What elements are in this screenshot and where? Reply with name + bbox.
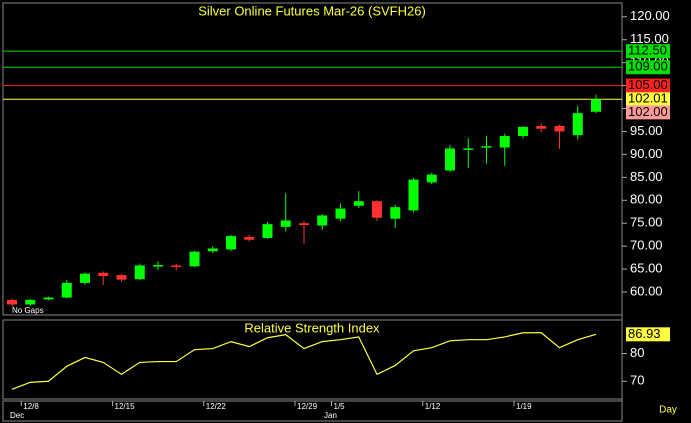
y-tick-label: 80	[630, 345, 644, 360]
x-tick-label: 12/22	[206, 402, 227, 411]
level-tag	[626, 44, 670, 59]
candle-body	[280, 220, 291, 227]
candle-body	[61, 282, 72, 298]
candle-body	[463, 148, 474, 150]
candle-body	[171, 265, 182, 267]
y-tick-label: 85.00	[630, 169, 663, 184]
candle-body	[335, 208, 346, 219]
level-label: 109.00	[628, 59, 668, 74]
candle-body	[153, 264, 163, 267]
x-tick-label: 12/8	[23, 402, 39, 411]
period: Day	[659, 405, 677, 416]
candle-body	[80, 273, 90, 283]
price-panel	[2, 2, 623, 316]
x-tick-label: 1/19	[516, 402, 532, 411]
y-tick-label: 75.00	[630, 215, 663, 230]
level-label: 105.00	[628, 77, 668, 92]
candle-body	[116, 275, 127, 280]
level-tag	[626, 92, 670, 107]
last-value-tag	[626, 327, 670, 342]
candle-body	[98, 272, 109, 276]
candle-body	[445, 148, 455, 171]
candle-body	[536, 125, 547, 129]
y-tick-label: 60.00	[630, 283, 663, 298]
y-tick-label: 70	[630, 373, 644, 388]
month-label: Jan	[324, 411, 337, 420]
note: No Gaps	[12, 306, 44, 315]
candle-body	[226, 236, 236, 250]
candle-body	[299, 223, 309, 226]
candle-body	[554, 125, 565, 132]
candle-body	[207, 248, 218, 252]
x-tick-label: 12/15	[115, 402, 136, 411]
level-tag	[626, 60, 670, 75]
marker-tag	[626, 105, 670, 120]
candle-body	[244, 237, 255, 240]
y-tick-label: 115.00	[630, 31, 669, 46]
last-value-label: 86.93	[628, 326, 661, 341]
rsi-title: Relative Strength Index	[244, 320, 380, 335]
level-label: 112.50	[628, 43, 667, 58]
chart-title: Silver Online Futures Mar-26 (SVFH26)	[198, 3, 426, 18]
candle-body	[591, 99, 601, 112]
candle-body	[189, 251, 200, 267]
level-label: 102.01	[628, 91, 668, 106]
candle-body	[372, 201, 382, 218]
candle-body	[353, 201, 364, 206]
level-tag	[626, 78, 670, 93]
candle-body	[572, 113, 583, 136]
x-tick-label: 1/12	[425, 402, 441, 411]
candle-body	[317, 215, 328, 226]
candle-body	[518, 126, 528, 137]
candle-body	[134, 265, 145, 280]
marker-label: 102.00	[628, 104, 668, 119]
x-tick-label: 12/29	[297, 402, 318, 411]
month-label: Dec	[10, 411, 24, 420]
x-tick-label: 1/5	[334, 402, 346, 411]
y-tick-label: 65.00	[630, 261, 663, 276]
candle-body	[43, 297, 54, 300]
candle-body	[25, 299, 36, 305]
y-tick-label: 120.00	[630, 8, 670, 23]
y-tick-label: 80.00	[630, 192, 663, 207]
candle-body	[481, 146, 492, 148]
candle-body	[390, 207, 401, 219]
y-tick-label: 70.00	[630, 238, 663, 253]
y-tick-label: 90.00	[630, 146, 663, 161]
candle-body	[262, 224, 273, 238]
y-tick-label: 95.00	[630, 123, 663, 138]
rsi-line	[11, 332, 597, 390]
candle-body	[499, 136, 510, 148]
candle-body	[7, 299, 17, 305]
candle-body	[408, 179, 419, 211]
candle-body	[426, 174, 437, 183]
